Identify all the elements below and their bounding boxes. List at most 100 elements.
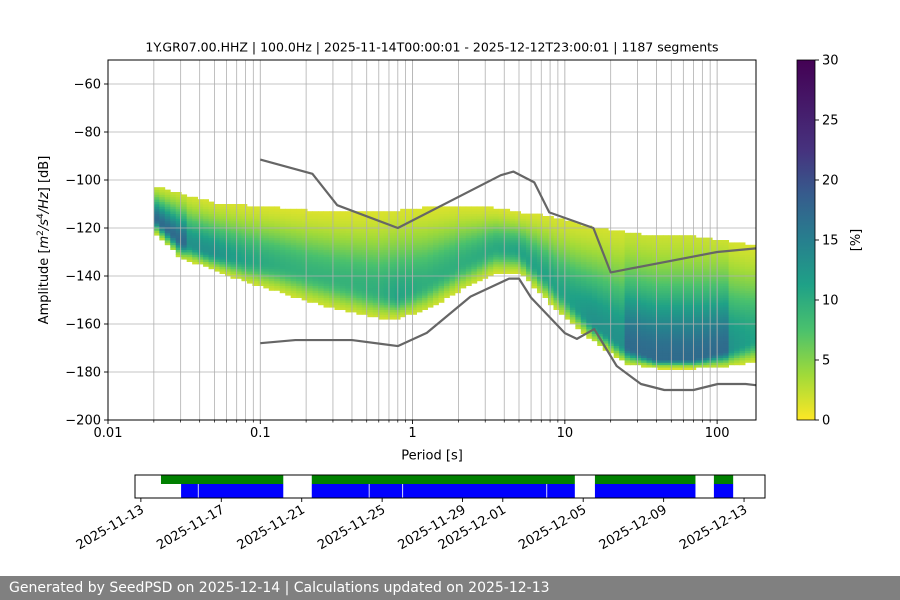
heatmap-cell bbox=[619, 283, 626, 286]
heatmap-cell bbox=[602, 316, 609, 320]
heatmap-cell bbox=[651, 290, 658, 294]
heatmap-cell bbox=[706, 343, 713, 346]
heatmap-cell bbox=[389, 261, 396, 265]
heatmap-cell bbox=[268, 266, 275, 270]
heatmap-cell bbox=[257, 218, 264, 222]
heatmap-cell bbox=[712, 256, 719, 260]
heatmap-cell bbox=[263, 266, 270, 270]
heatmap-cell bbox=[274, 206, 281, 210]
heatmap-cell bbox=[717, 324, 724, 327]
heatmap-cell bbox=[608, 321, 615, 325]
heatmap-cell bbox=[290, 259, 297, 262]
heatmap-cell bbox=[241, 247, 248, 250]
heatmap-cell bbox=[400, 314, 407, 318]
heatmap-cell bbox=[389, 307, 396, 310]
heatmap-cell bbox=[619, 312, 626, 315]
heatmap-cell bbox=[602, 237, 609, 241]
heatmap-cell bbox=[175, 240, 182, 243]
heatmap-cell bbox=[383, 211, 390, 214]
heatmap-cell bbox=[411, 276, 417, 279]
heatmap-cell bbox=[225, 242, 231, 246]
heatmap-cell bbox=[433, 225, 439, 229]
heatmap-cell bbox=[476, 230, 483, 234]
heatmap-cell bbox=[263, 247, 270, 250]
heatmap-cell bbox=[641, 261, 647, 265]
heatmap-cell bbox=[290, 285, 297, 289]
heatmap-cell bbox=[608, 242, 615, 246]
heatmap-cell bbox=[493, 208, 500, 212]
heatmap-cell bbox=[695, 271, 702, 274]
heatmap-cell bbox=[405, 230, 412, 234]
heatmap-cell bbox=[230, 244, 237, 248]
heatmap-cell bbox=[389, 244, 396, 248]
heatmap-cell bbox=[350, 276, 357, 279]
heatmap-cell bbox=[641, 360, 647, 363]
heatmap-cell bbox=[301, 295, 308, 298]
heatmap-cell bbox=[416, 259, 423, 262]
heatmap-cell bbox=[602, 268, 609, 272]
heatmap-cell bbox=[465, 247, 472, 250]
heatmap-cell bbox=[717, 302, 724, 306]
heatmap-cell bbox=[646, 352, 653, 356]
heatmap-cell bbox=[580, 326, 587, 330]
heatmap-cell bbox=[323, 220, 330, 224]
heatmap-cell bbox=[318, 213, 324, 217]
heatmap-cell bbox=[471, 240, 478, 243]
heatmap-cell bbox=[181, 242, 188, 246]
heatmap-cell bbox=[361, 247, 368, 250]
heatmap-cell bbox=[635, 244, 642, 248]
heatmap-cell bbox=[673, 261, 680, 265]
heatmap-cell bbox=[750, 328, 756, 332]
heatmap-cell bbox=[684, 237, 691, 241]
heatmap-cell bbox=[383, 252, 390, 255]
heatmap-cell bbox=[586, 232, 593, 236]
heatmap-cell bbox=[624, 283, 631, 286]
heatmap-cell bbox=[372, 285, 379, 289]
heatmap-cell bbox=[329, 261, 335, 265]
heatmap-cell bbox=[449, 211, 456, 214]
heatmap-cell bbox=[329, 223, 335, 226]
heatmap-cell bbox=[624, 240, 631, 243]
heatmap-cell bbox=[367, 292, 374, 296]
heatmap-cell bbox=[400, 300, 407, 303]
psd-segment-bar bbox=[369, 484, 403, 498]
heatmap-cell bbox=[553, 290, 560, 294]
heatmap-cell bbox=[734, 352, 740, 356]
heatmap-cell bbox=[531, 213, 538, 217]
heatmap-cell bbox=[684, 259, 691, 262]
heatmap-cell bbox=[745, 252, 751, 255]
heatmap-cell bbox=[717, 352, 724, 356]
heatmap-cell bbox=[416, 295, 423, 298]
heatmap-cell bbox=[537, 264, 543, 267]
heatmap-cell bbox=[279, 211, 286, 214]
heatmap-cell bbox=[318, 266, 324, 270]
heatmap-cell bbox=[422, 259, 428, 262]
heatmap-cell bbox=[679, 321, 686, 325]
heatmap-cell bbox=[520, 235, 527, 238]
heatmap-cell bbox=[586, 336, 593, 339]
heatmap-cell bbox=[487, 216, 494, 219]
heatmap-cell bbox=[252, 252, 259, 255]
heatmap-cell bbox=[312, 242, 319, 246]
heatmap-cell bbox=[580, 252, 587, 255]
heatmap-cell bbox=[296, 276, 303, 279]
heatmap-cell bbox=[673, 324, 680, 327]
heatmap-cell bbox=[684, 352, 691, 356]
heatmap-cell bbox=[411, 254, 417, 258]
heatmap-cell bbox=[476, 247, 483, 250]
heatmap-cell bbox=[334, 211, 341, 214]
heatmap-cell bbox=[301, 256, 308, 260]
heatmap-cell bbox=[734, 340, 740, 344]
heatmap-cell bbox=[230, 242, 237, 246]
heatmap-cell bbox=[745, 280, 751, 284]
heatmap-cell bbox=[301, 252, 308, 255]
heatmap-cell bbox=[214, 240, 220, 243]
heatmap-cell bbox=[329, 237, 335, 241]
heatmap-cell bbox=[405, 285, 412, 289]
heatmap-cell bbox=[635, 312, 642, 315]
heatmap-cell bbox=[246, 240, 253, 243]
heatmap-cell bbox=[400, 297, 407, 301]
heatmap-cell bbox=[411, 216, 417, 219]
heatmap-cell bbox=[460, 280, 467, 284]
heatmap-cell bbox=[405, 266, 412, 270]
